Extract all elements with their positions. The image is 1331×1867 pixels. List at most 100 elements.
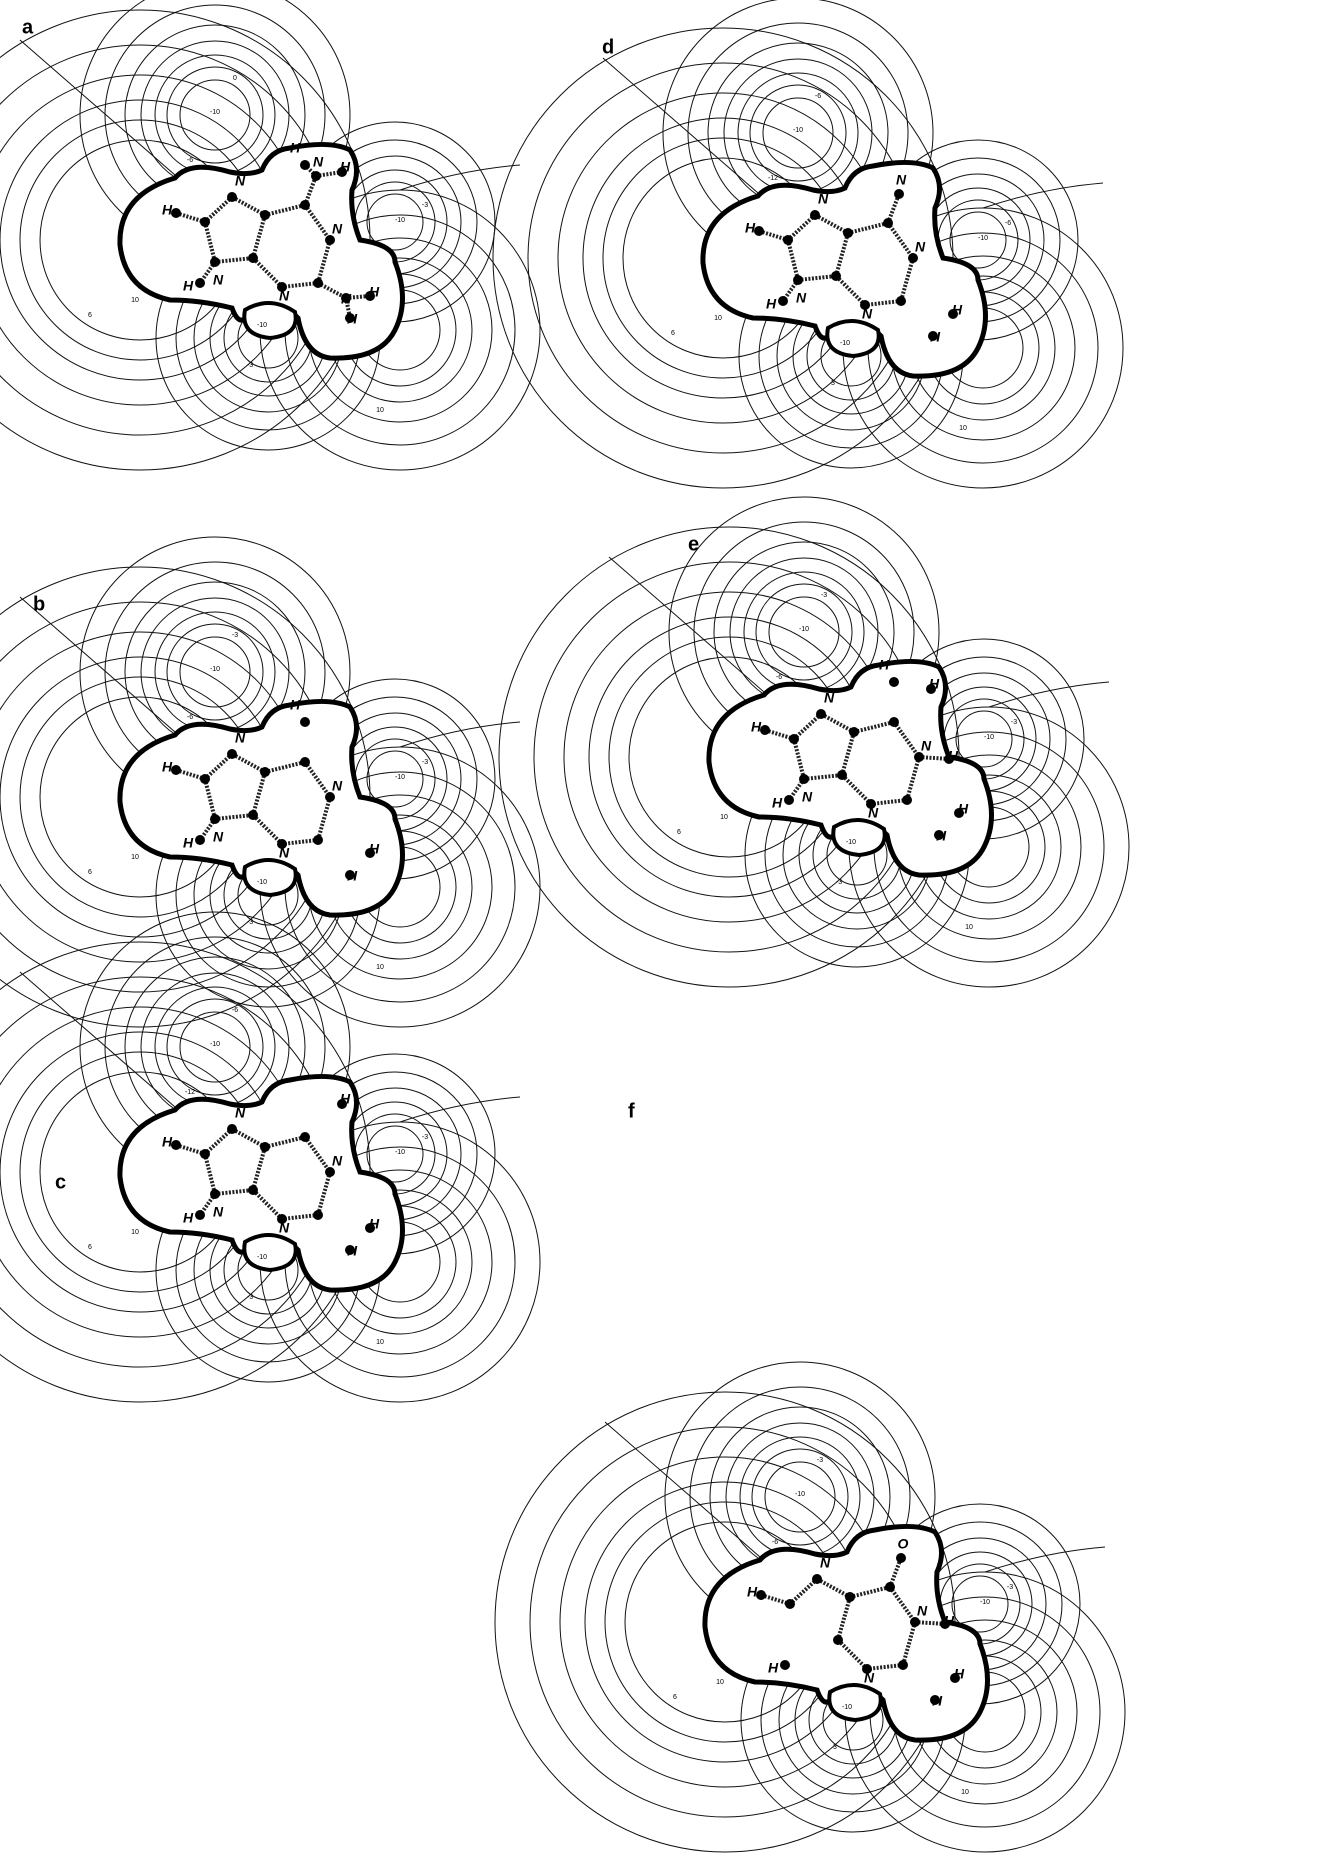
atom-label: N [235, 730, 246, 746]
panel-label: f [628, 1100, 635, 1122]
atom-node [227, 749, 237, 759]
atom-node [778, 296, 788, 306]
contour-label: -10 [210, 1041, 220, 1048]
contour-label: 10 [131, 854, 139, 861]
contour-label: 10 [965, 924, 973, 931]
contour-label: -10 [395, 217, 405, 224]
atom-node [831, 271, 841, 281]
atom-node [260, 1142, 270, 1152]
atom-label: N [235, 173, 246, 189]
atom-label: H [162, 202, 173, 218]
contour-label: -3 [247, 919, 253, 926]
contour-label: -10 [395, 774, 405, 781]
atom-label: N [332, 221, 343, 237]
contour-label: -10 [846, 839, 856, 846]
atom-label: H [369, 1216, 380, 1232]
atom-label: N [796, 290, 807, 306]
atom-node [195, 278, 205, 288]
contour-label: -10 [395, 1149, 405, 1156]
atom-node [260, 767, 270, 777]
contour-line [400, 1097, 520, 1122]
contour-label: 10 [131, 297, 139, 304]
panel: NHNHHNNHH-10-6-3-10-3-10-310610b [0, 537, 540, 1027]
atom-node [784, 795, 794, 805]
atom-node [248, 1185, 258, 1195]
atom-node [902, 795, 912, 805]
atom-label: N [213, 829, 224, 845]
atom-node [812, 1574, 822, 1584]
atom-node [789, 734, 799, 744]
atom-label: N [332, 778, 343, 794]
atom-node [849, 727, 859, 737]
atom-label: H [747, 1584, 758, 1600]
contour-label: 0 [233, 75, 237, 82]
contour-line [983, 183, 1103, 208]
contour-label: -3 [821, 592, 827, 599]
atom-node [799, 774, 809, 784]
molecular-surface-hole [244, 303, 295, 338]
contour-label: 3 [833, 1744, 837, 1751]
atom-node [313, 278, 323, 288]
contour-label: 6 [88, 1244, 92, 1251]
atom-label: N [279, 288, 290, 304]
atom-node [210, 257, 220, 267]
atom-node [889, 677, 899, 687]
contour-label: -3 [422, 1134, 428, 1141]
molecular-surface-hole [833, 820, 884, 855]
atom-node [200, 774, 210, 784]
contour-label: 6 [88, 869, 92, 876]
atom-label: N [862, 306, 873, 322]
atom-label: H [183, 1210, 194, 1226]
atom-node [313, 835, 323, 845]
atom-node [248, 253, 258, 263]
contour-label: -3 [247, 362, 253, 369]
contour-label: -6 [776, 674, 782, 681]
atom-node [300, 160, 310, 170]
figure: NHNHNHHNNNHH-10-60-10-3-10-310610aNHNHHN… [0, 0, 1331, 1867]
contour-label: -6 [232, 1007, 238, 1014]
contour-label: -6 [815, 93, 821, 100]
contour-line [989, 682, 1109, 707]
atom-label: H [183, 278, 194, 294]
atom-node [195, 835, 205, 845]
atom-label: N [332, 1153, 343, 1169]
atom-label: H [340, 159, 351, 175]
contour-label: -10 [799, 626, 809, 633]
contour-line [20, 972, 175, 1107]
atom-node [210, 814, 220, 824]
atom-label: H [952, 302, 963, 318]
contour-label: -10 [210, 109, 220, 116]
atom-node [793, 275, 803, 285]
atom-label: H [745, 220, 756, 236]
atom-label: H [768, 1660, 779, 1676]
atom-label: H [347, 311, 358, 327]
atom-node [227, 192, 237, 202]
atom-label: N [802, 789, 813, 805]
contour-label: -3 [232, 632, 238, 639]
atom-label: N [313, 154, 324, 170]
contour-label: 10 [714, 315, 722, 322]
atom-node [300, 1132, 310, 1142]
atom-label: N [341, 291, 352, 307]
atom-label: H [879, 657, 890, 673]
atom-node [200, 1149, 210, 1159]
contour-label: 10 [376, 407, 384, 414]
atom-node [200, 217, 210, 227]
atom-label: N [279, 1220, 290, 1236]
contour-label: -10 [257, 1254, 267, 1261]
atom-node [171, 765, 181, 775]
molecular-surface-hole [827, 321, 878, 356]
atom-label: H [162, 759, 173, 775]
atom-node [885, 1582, 895, 1592]
atom-node [171, 1140, 181, 1150]
contour-label: -6 [772, 1539, 778, 1546]
atom-node [889, 717, 899, 727]
contour-label: 6 [677, 829, 681, 836]
atom-label: H [930, 329, 941, 345]
atom-node [785, 1599, 795, 1609]
atom-node [313, 1210, 323, 1220]
molecular-surface-hole [244, 1235, 295, 1270]
